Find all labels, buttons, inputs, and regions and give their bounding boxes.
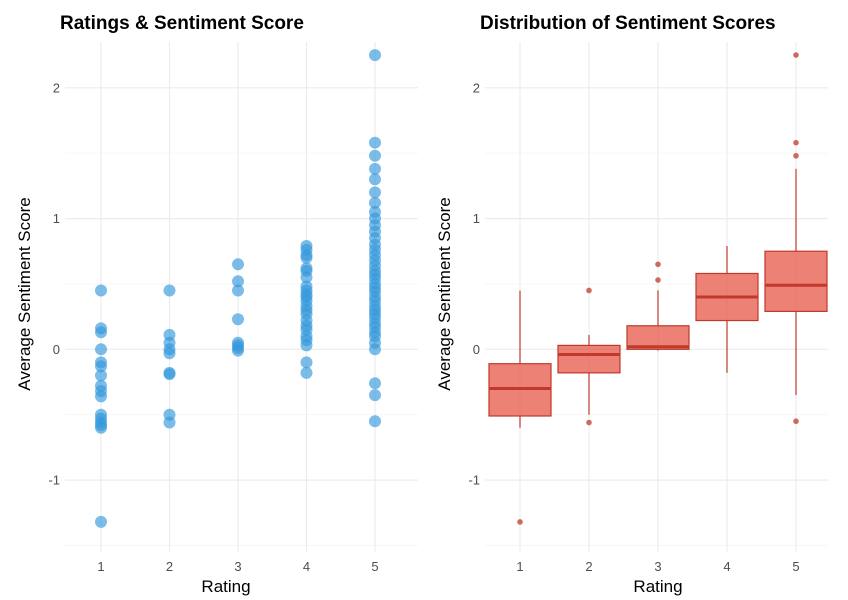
scatter-point [95, 343, 107, 356]
scatter-panel: Ratings & Sentiment Score -1 0 1 2 1 2 3 4 5 Ra… [15, 13, 418, 596]
scatter-point [95, 360, 107, 373]
box-outlier [517, 519, 523, 525]
scatter-point [95, 515, 107, 528]
scatter-point [300, 366, 313, 379]
scatter-x-axis-title: Rating [201, 577, 250, 596]
scatter-point [369, 162, 381, 175]
box-iqr [626, 325, 690, 350]
y-tick-label: 2 [473, 80, 480, 95]
boxplot-boxes [488, 52, 828, 525]
box-outlier [586, 419, 592, 426]
scatter-point [232, 275, 244, 288]
boxplot-title: Distribution of Sentiment Scores [480, 13, 776, 34]
x-tick-label: 2 [166, 559, 173, 574]
scatter-point [300, 339, 313, 352]
x-tick-label: 5 [371, 559, 378, 574]
scatter-point [232, 284, 244, 297]
x-tick-label: 5 [792, 559, 799, 574]
box-outlier [655, 277, 661, 283]
boxplot-x-ticks: 1 2 3 4 5 [516, 559, 799, 574]
y-tick-label: -1 [468, 473, 480, 488]
scatter-point [95, 369, 107, 382]
y-tick-label: 1 [53, 211, 60, 226]
scatter-point [95, 421, 107, 434]
scatter-points [95, 49, 381, 528]
box-iqr [557, 344, 621, 374]
scatter-point [369, 186, 381, 199]
scatter-point [95, 390, 107, 403]
x-tick-label: 1 [97, 559, 104, 574]
x-tick-label: 2 [585, 559, 592, 574]
box-outlier [793, 418, 799, 425]
scatter-point [163, 368, 176, 381]
scatter-point [369, 389, 381, 402]
scatter-point [95, 326, 107, 339]
x-tick-label: 4 [303, 559, 310, 574]
y-tick-label: -1 [48, 473, 60, 488]
boxplot-x-axis-title: Rating [633, 577, 682, 596]
box-iqr [764, 250, 828, 312]
scatter-y-axis-title: Average Sentiment Score [15, 197, 34, 390]
box-outlier [793, 52, 799, 58]
x-tick-label: 4 [723, 559, 730, 574]
scatter-point [369, 173, 381, 186]
y-tick-label: 0 [473, 342, 480, 357]
scatter-gridlines [65, 42, 418, 552]
x-tick-label: 3 [234, 559, 241, 574]
scatter-point [232, 258, 244, 271]
box-outlier [655, 261, 661, 268]
scatter-point [369, 136, 381, 149]
scatter-point [232, 313, 244, 326]
scatter-point [369, 377, 381, 390]
scatter-y-ticks: -1 0 1 2 [48, 80, 60, 487]
y-tick-label: 0 [53, 342, 60, 357]
scatter-point [232, 344, 244, 357]
scatter-point [163, 284, 176, 297]
boxplot-panel: Distribution of Sentiment Scores -1 0 1 2 1… [435, 13, 828, 596]
x-tick-label: 1 [516, 559, 523, 574]
x-tick-label: 3 [654, 559, 661, 574]
boxplot-y-axis-title: Average Sentiment Score [435, 197, 454, 390]
scatter-point [369, 149, 381, 162]
scatter-point [300, 271, 313, 284]
box-outlier [793, 152, 799, 159]
scatter-point [163, 347, 176, 360]
boxplot-y-ticks: -1 0 1 2 [468, 80, 480, 487]
scatter-x-ticks: 1 2 3 4 5 [97, 559, 378, 574]
y-tick-label: 1 [473, 211, 480, 226]
y-tick-label: 2 [53, 80, 60, 95]
box-outlier [586, 287, 592, 294]
scatter-point [163, 416, 176, 429]
scatter-point [95, 284, 107, 297]
box-outlier [793, 139, 799, 146]
scatter-point [300, 251, 313, 264]
scatter-point [300, 356, 313, 369]
scatter-title: Ratings & Sentiment Score [60, 13, 304, 34]
scatter-point [369, 343, 381, 356]
scatter-point [369, 196, 381, 209]
scatter-point [369, 415, 381, 428]
scatter-point [369, 49, 381, 62]
